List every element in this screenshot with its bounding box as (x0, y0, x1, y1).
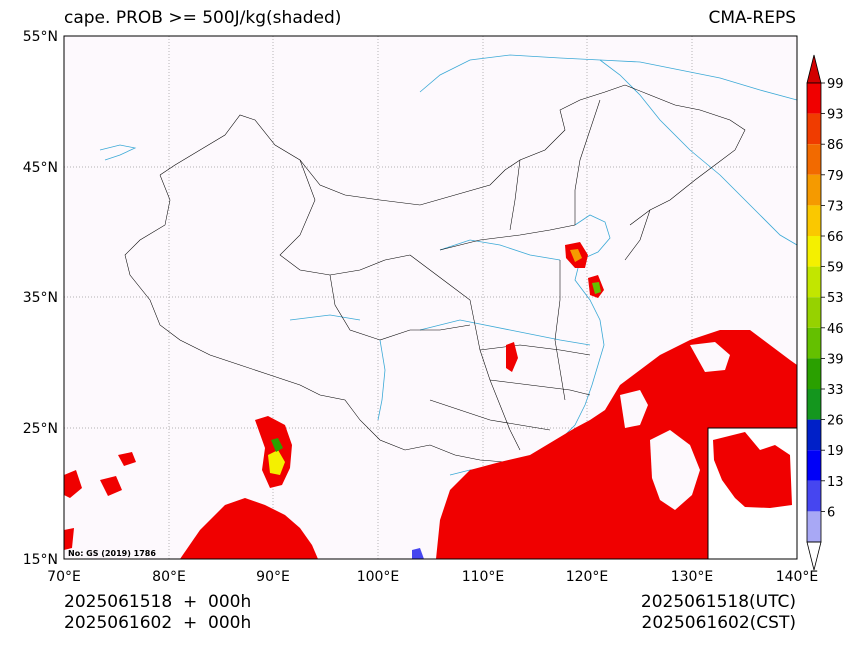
colorbar-label: 33 (827, 383, 844, 398)
colorbar-swatch (807, 480, 821, 512)
colorbar-swatch (807, 205, 821, 236)
valid-time-cst: 2025061602(CST) (641, 613, 796, 633)
lon-label: 80°E (152, 569, 186, 585)
colorbar-outline (806, 82, 822, 543)
map-frame (63, 35, 798, 560)
colorbar-swatch (807, 144, 821, 175)
colorbar-extend-max (806, 54, 822, 84)
colorbar-label: 39 (827, 352, 844, 367)
lon-label: 120°E (566, 569, 609, 585)
colorbar-swatch (807, 83, 821, 114)
borders (124, 84, 746, 463)
colorbar-swatch (807, 113, 821, 145)
lon-label: 70°E (47, 569, 81, 585)
lon-label: 100°E (357, 569, 400, 585)
footer-valid: 2025061518(UTC) 2025061602(CST) (641, 592, 796, 634)
footer-init: 2025061518 + 000h 2025061602 + 000h (64, 592, 251, 634)
colorbar-label: 19 (827, 444, 844, 459)
lat-label: 25°N (23, 421, 58, 437)
colorbar-label: 86 (827, 138, 844, 153)
colorbar-label: 93 (827, 108, 844, 123)
colorbar-label: 99 (827, 77, 844, 92)
lat-label: 35°N (23, 290, 58, 306)
lon-label: 90°E (256, 569, 290, 585)
map-title: cape. PROB >= 500J/kg(shaded) (64, 8, 342, 28)
init-time-cst: 2025061602 + 000h (64, 613, 252, 633)
valid-time-utc: 2025061518(UTC) (640, 592, 796, 612)
colorbar-swatch (807, 297, 821, 328)
colorbar-swatch (807, 327, 821, 359)
colorbar-label: 46 (827, 322, 844, 337)
lat-label: 55°N (23, 29, 58, 45)
colorbar-label: 53 (827, 291, 844, 306)
colorbar-swatch (807, 358, 821, 389)
lat-label: 15°N (23, 552, 58, 568)
colorbar-swatch (807, 174, 821, 206)
init-time-utc: 2025061518 + 000h (64, 592, 252, 612)
lat-label: 45°N (23, 160, 58, 176)
lon-label: 130°E (671, 569, 714, 585)
colorbar-label: 26 (827, 414, 844, 429)
prob-shading (64, 242, 797, 559)
forecast-map: 55°N 45°N 35°N 25°N 15°N 70°E 80°E 90°E … (23, 29, 844, 585)
inset-frame (707, 427, 798, 560)
colorbar-extend-min (806, 541, 822, 571)
lat-axis: 55°N 45°N 35°N 25°N 15°N (23, 29, 58, 568)
colorbar-label: 59 (827, 261, 844, 276)
colorbar-swatch (807, 266, 821, 298)
colorbar-label: 6 (827, 505, 835, 520)
colorbar-label: 13 (827, 475, 844, 490)
model-name: CMA-REPS (708, 8, 796, 28)
colorbar-swatch (807, 450, 821, 481)
colorbar-label: 66 (827, 230, 844, 245)
map-credit: No: GS (2019) 1786 (68, 549, 156, 558)
colorbar: 99 93 86 79 73 66 59 53 46 39 33 26 19 13 6 (806, 54, 844, 571)
colorbar-swatch (807, 389, 821, 420)
colorbar-label: 79 (827, 169, 844, 184)
colorbar-swatch (807, 419, 821, 451)
lon-label: 110°E (462, 569, 505, 585)
colorbar-label: 73 (827, 199, 844, 214)
colorbar-swatch (807, 511, 821, 542)
lon-label: 140°E (776, 569, 819, 585)
lon-axis: 70°E 80°E 90°E 100°E 110°E 120°E 130°E 1… (47, 569, 818, 585)
colorbar-swatch (807, 236, 821, 267)
